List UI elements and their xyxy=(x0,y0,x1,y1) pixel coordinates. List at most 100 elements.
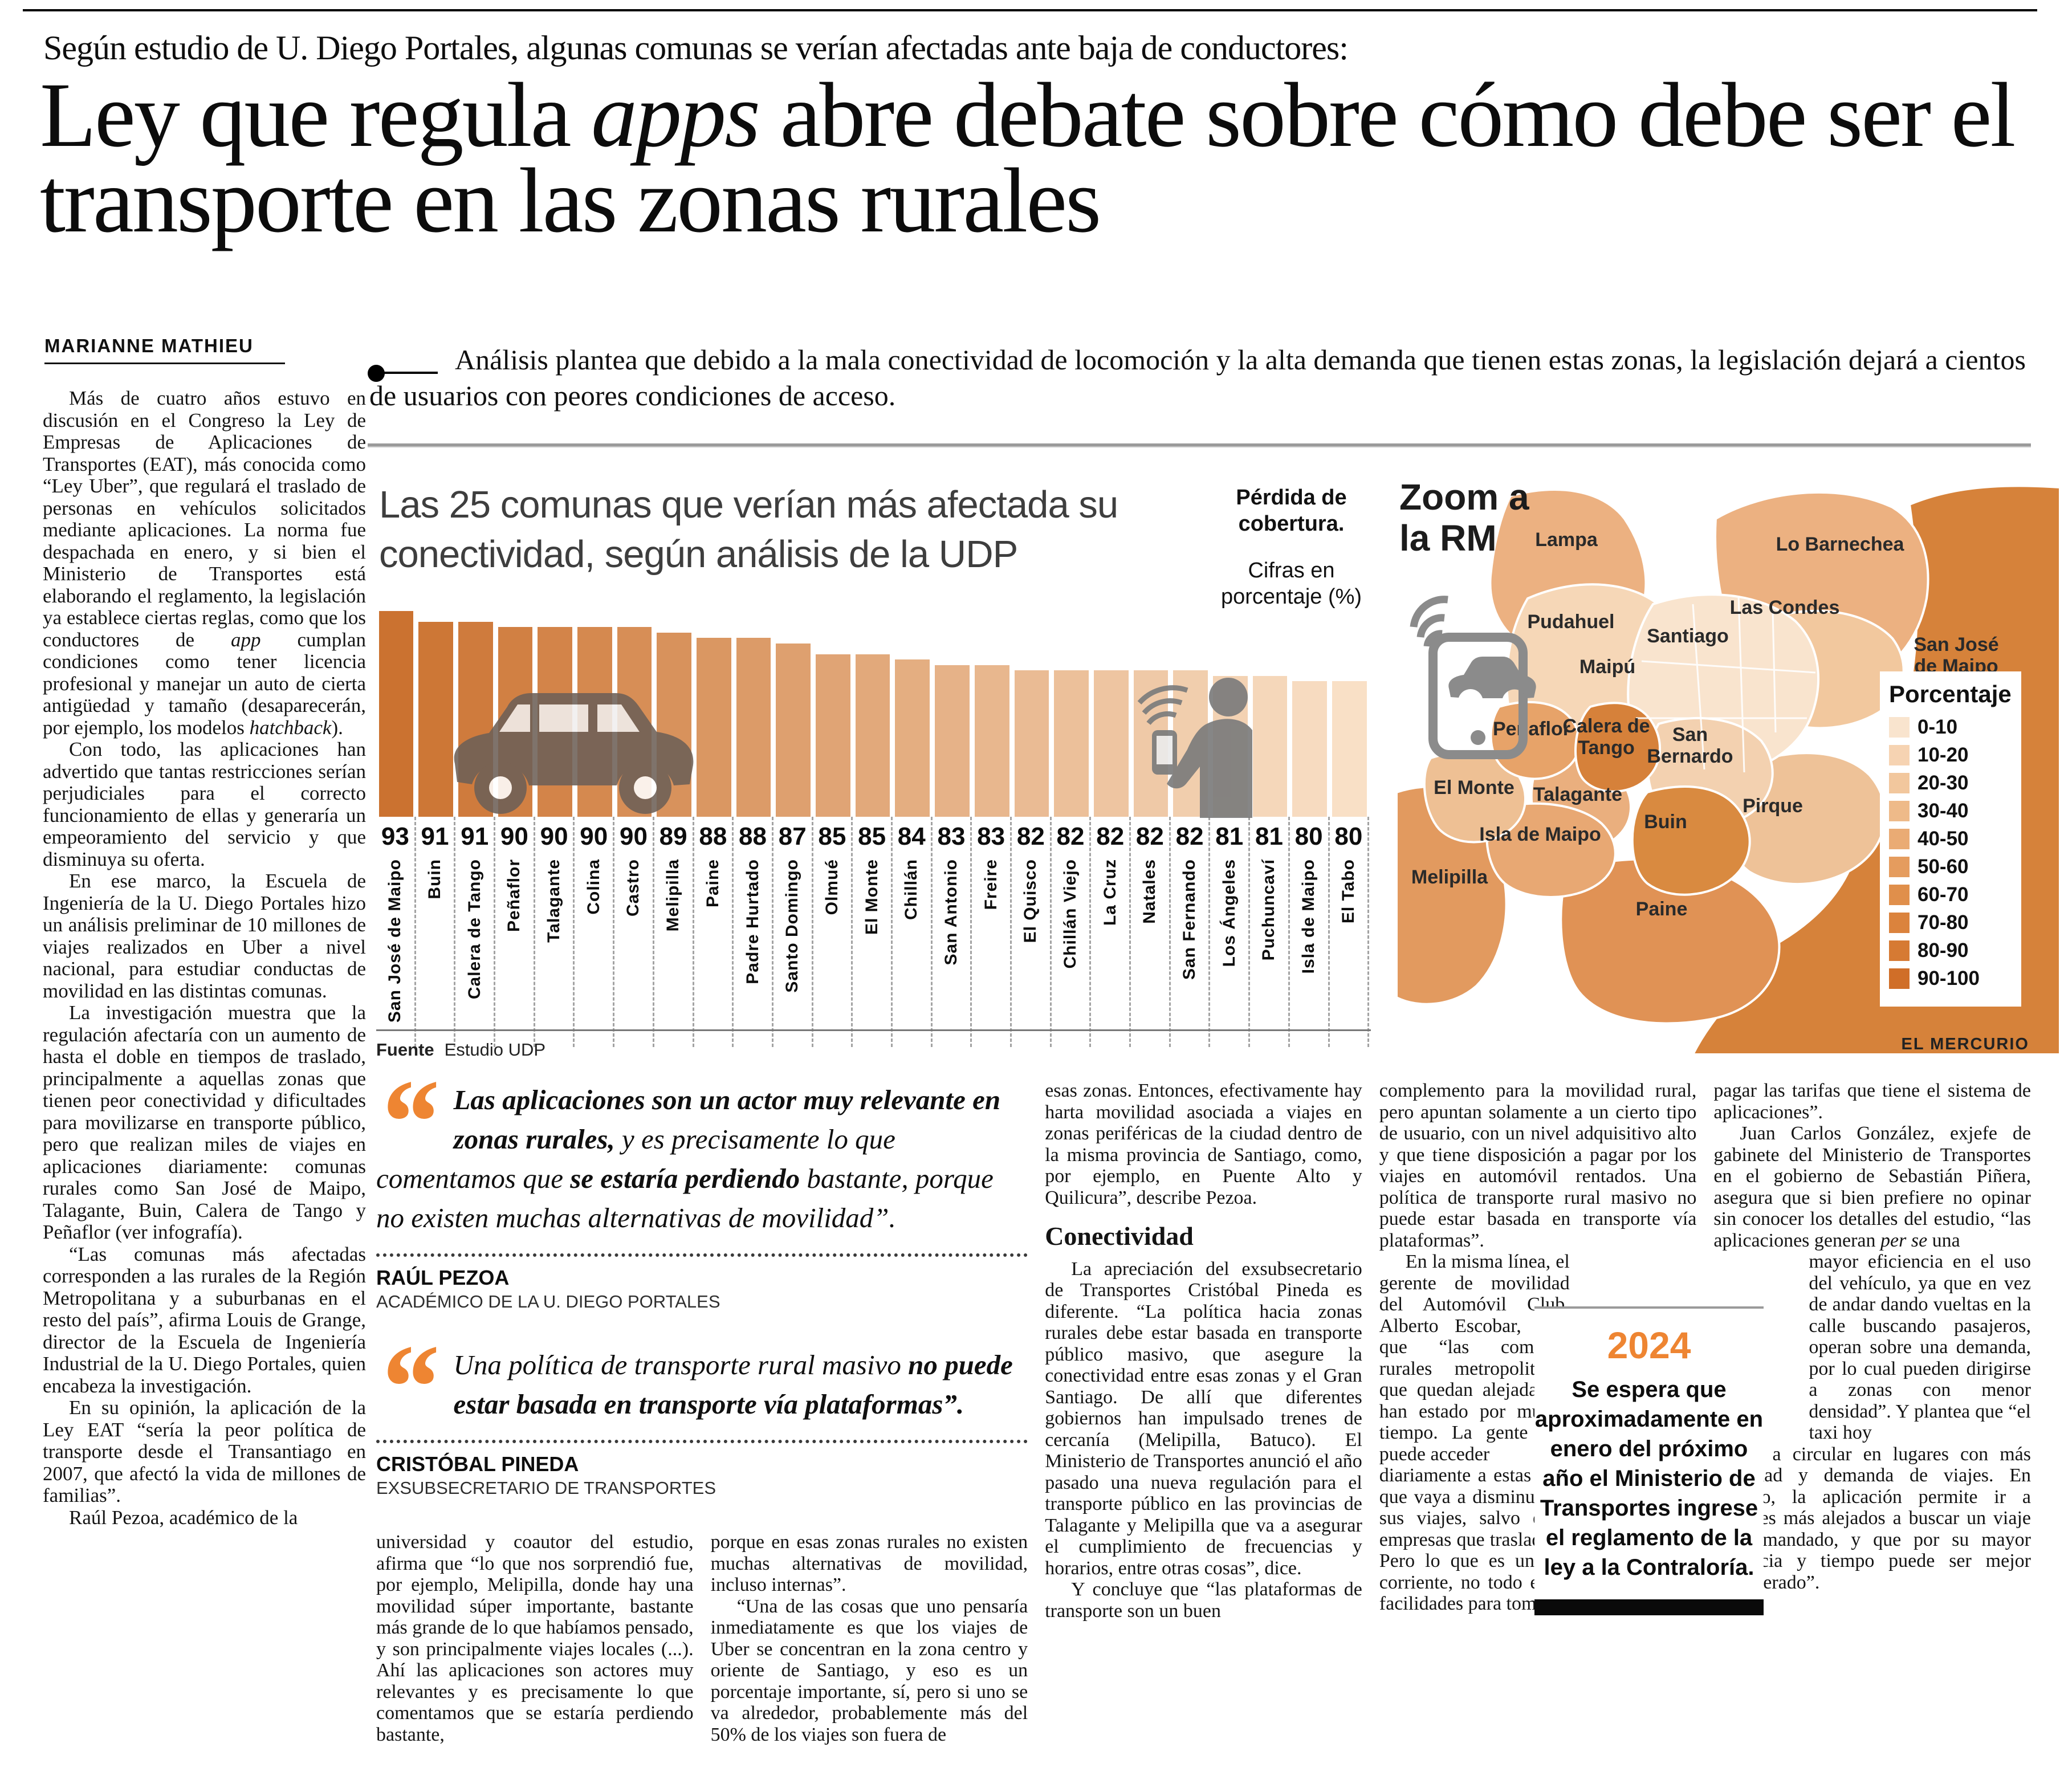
bar-label: Colina xyxy=(584,859,603,915)
bar xyxy=(1093,670,1129,817)
bar-cell xyxy=(853,607,893,817)
bar xyxy=(498,627,533,817)
legend-swatch xyxy=(1889,801,1910,821)
paragraph: mayor eficiencia en el uso del vehículo,… xyxy=(1809,1251,2031,1443)
map-title: Zoom a la RM xyxy=(1399,476,1529,559)
legend-range: 30-40 xyxy=(1917,800,1969,822)
quote-author-role: ACADÉMICO DE LA U. DIEGO PORTALES xyxy=(376,1291,720,1312)
map-label: Calera de Tango xyxy=(1562,715,1650,759)
bar xyxy=(617,627,652,817)
paragraph: esas zonas. Entonces, efectivamente hay … xyxy=(1045,1080,1362,1208)
bar-value: 80 xyxy=(1294,822,1323,850)
bar-label: San Fernando xyxy=(1180,859,1199,980)
bar-meta-cell: 93 San José de Maipo xyxy=(376,817,416,1047)
bar-cell xyxy=(416,607,456,817)
bar-meta-cell: 87 Santo Domingo xyxy=(773,817,813,1047)
map-label: Las Condes xyxy=(1730,597,1840,618)
bar xyxy=(1014,670,1049,817)
map-label: San Bernardo xyxy=(1647,724,1733,767)
legend-row: 30-40 xyxy=(1889,800,2013,822)
bar-chart xyxy=(376,607,1369,817)
bar-label: Freire xyxy=(981,859,1000,910)
bar-value: 90 xyxy=(619,822,648,850)
bar-label: Chillán Viejo xyxy=(1061,859,1080,969)
legend-range: 70-80 xyxy=(1917,911,1969,934)
map-region-buin xyxy=(1631,785,1751,896)
bar xyxy=(935,665,970,817)
paragraph: pagar las tarifas que tiene el sistema d… xyxy=(1713,1080,2031,1123)
bar-cell xyxy=(1250,607,1290,817)
paragraph: complemento para la movilidad rural, per… xyxy=(1379,1080,1697,1251)
fact-box-text: Se espera que aproximadamente en enero d… xyxy=(1534,1377,1764,1580)
bar-label: Natales xyxy=(1140,859,1159,924)
lede-text: Análisis plantea que debido a la mala co… xyxy=(369,344,2026,412)
map-label: Santiago xyxy=(1647,625,1729,647)
paragraph: Y concluye que “las plataformas de trans… xyxy=(1045,1579,1362,1622)
bar-label: Santo Domingo xyxy=(783,859,802,993)
bar xyxy=(577,627,612,817)
headline: Ley que regula apps abre debate sobre có… xyxy=(40,70,2035,247)
paragraph: universidad y coautor del estudio, afirm… xyxy=(376,1532,694,1745)
bar-meta-cell: 83 Freire xyxy=(972,817,1012,1047)
legend-swatch xyxy=(1889,857,1910,877)
bar-meta-cell: 91 Calera de Tango xyxy=(455,817,496,1047)
bar xyxy=(657,633,691,817)
legend-range: 60-70 xyxy=(1917,883,1969,906)
bar-value: 90 xyxy=(580,822,608,850)
bar xyxy=(538,627,572,817)
bar-cell xyxy=(1330,607,1370,817)
bar-value: 90 xyxy=(500,822,528,850)
bar xyxy=(736,638,771,817)
bar-cell xyxy=(694,607,734,817)
chart-source-value: Estudio UDP xyxy=(444,1040,546,1060)
paragraph: tiende a circular en lugares con más den… xyxy=(1713,1443,2031,1593)
bar-cell xyxy=(654,607,694,817)
bar xyxy=(1332,681,1367,817)
article-column-4: esas zonas. Entonces, efectivamente hay … xyxy=(1045,1080,1362,1792)
map-label: Talagante xyxy=(1533,784,1622,805)
bar-meta-cell: 85 Olmué xyxy=(813,817,853,1047)
legend-row: 50-60 xyxy=(1889,856,2013,878)
map-label: Pirque xyxy=(1743,795,1803,817)
bar-cell xyxy=(455,607,495,817)
chart-source-rule xyxy=(376,1029,1371,1031)
pull-quote: “ Una política de transporte rural masivo… xyxy=(376,1326,1028,1498)
bar-value: 83 xyxy=(977,822,1005,850)
bar-label: San José de Maipo xyxy=(385,859,405,1023)
fact-box-year: 2024 xyxy=(1607,1324,1691,1366)
top-rule xyxy=(23,9,2037,11)
bar-label: El Tabo xyxy=(1338,859,1358,924)
paragraph: Raúl Pezoa, académico de la xyxy=(69,1506,298,1529)
bar xyxy=(378,611,414,817)
headline-post: abre debate sobre cómo debe ser el trans… xyxy=(40,64,2016,252)
bar-value: 80 xyxy=(1334,822,1363,850)
map-label: Buin xyxy=(1644,811,1687,833)
legend-swatch xyxy=(1889,829,1910,849)
fact-box-top-rule xyxy=(1534,1306,1764,1309)
bar-cell xyxy=(1290,607,1330,817)
article-column-6: pagar las tarifas que tiene el sistema d… xyxy=(1713,1080,2031,1792)
bar-cell xyxy=(1210,607,1250,817)
bar-meta-cell: 81 Los Ángeles xyxy=(1210,817,1251,1047)
bar-cell xyxy=(1052,607,1092,817)
quote-author-role: EXSUBSECRETARIO DE TRANSPORTES xyxy=(376,1477,716,1498)
bar-meta-cell: 88 Paine xyxy=(694,817,734,1047)
chart-note: Pérdida de cobertura. Cifras en porcenta… xyxy=(1213,484,1370,610)
bar-value: 90 xyxy=(540,822,568,850)
paragraph: La apreciación del exsubsecretario de Tr… xyxy=(1045,1258,1362,1579)
map-legend: Porcentaje 0-10 10-20 20-30 30-40 40-50 50-60… xyxy=(1880,671,2021,1007)
bar-meta-cell: 85 El Monte xyxy=(853,817,893,1047)
bar xyxy=(974,665,1009,817)
legend-range: 20-30 xyxy=(1917,772,1969,794)
chart-note-units: Cifras en porcentaje (%) xyxy=(1220,559,1362,609)
rideshare-app-icon xyxy=(1410,596,1536,759)
bar-cell xyxy=(495,607,535,817)
bar-value: 84 xyxy=(897,822,926,850)
bar-cell xyxy=(1131,607,1171,817)
bar-label: Castro xyxy=(624,859,643,917)
bar-label: Peñaflor xyxy=(504,859,524,932)
bar xyxy=(1292,681,1327,817)
bar-label: Chillán xyxy=(902,859,921,921)
legend-row: 60-70 xyxy=(1889,883,2013,906)
bar-label: Puchuncaví xyxy=(1259,859,1279,961)
